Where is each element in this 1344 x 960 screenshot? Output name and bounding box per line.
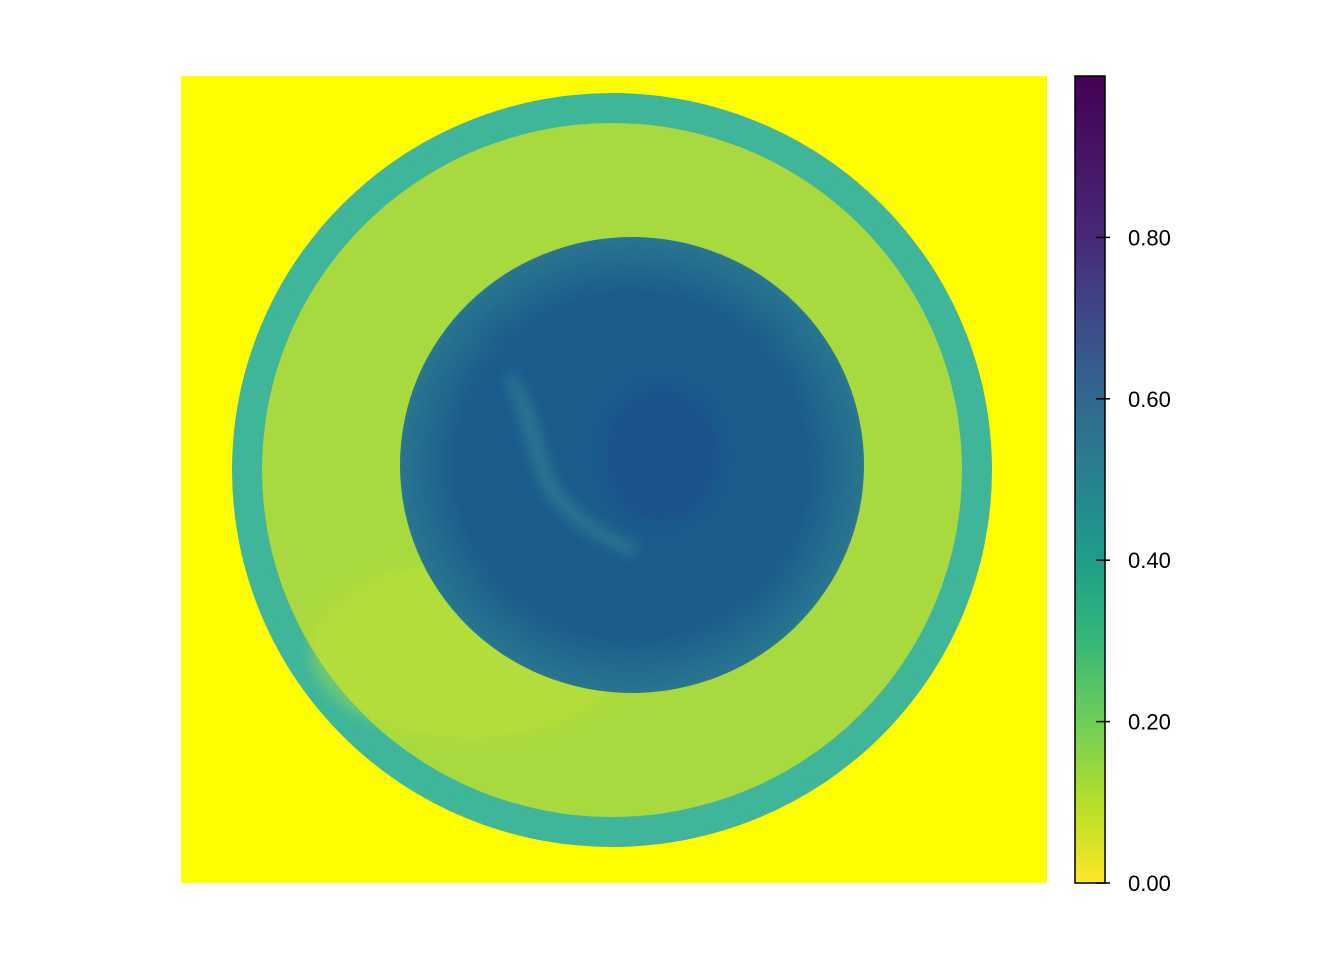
dish-inner-ring	[242, 103, 982, 837]
colorbar: 0.00 0.20 0.40 0.60 0.80	[1074, 75, 1171, 896]
dish-inner-ring	[255, 112, 973, 824]
colorbar-tick-label: 0.00	[1128, 871, 1171, 896]
colorbar-tick-label: 0.40	[1128, 548, 1171, 573]
colony-center-region	[604, 387, 720, 523]
colorbar-ticks: 0.00 0.20 0.40 0.60 0.80	[1096, 225, 1171, 896]
colorbar-tick-label: 0.20	[1128, 710, 1171, 735]
heatmap-panel	[181, 76, 1047, 883]
colorbar-tick-label: 0.80	[1128, 225, 1171, 250]
colony-streak-region	[505, 372, 640, 556]
colorbar-tick-label: 0.60	[1128, 387, 1171, 412]
colorbar-scale	[1074, 75, 1106, 884]
